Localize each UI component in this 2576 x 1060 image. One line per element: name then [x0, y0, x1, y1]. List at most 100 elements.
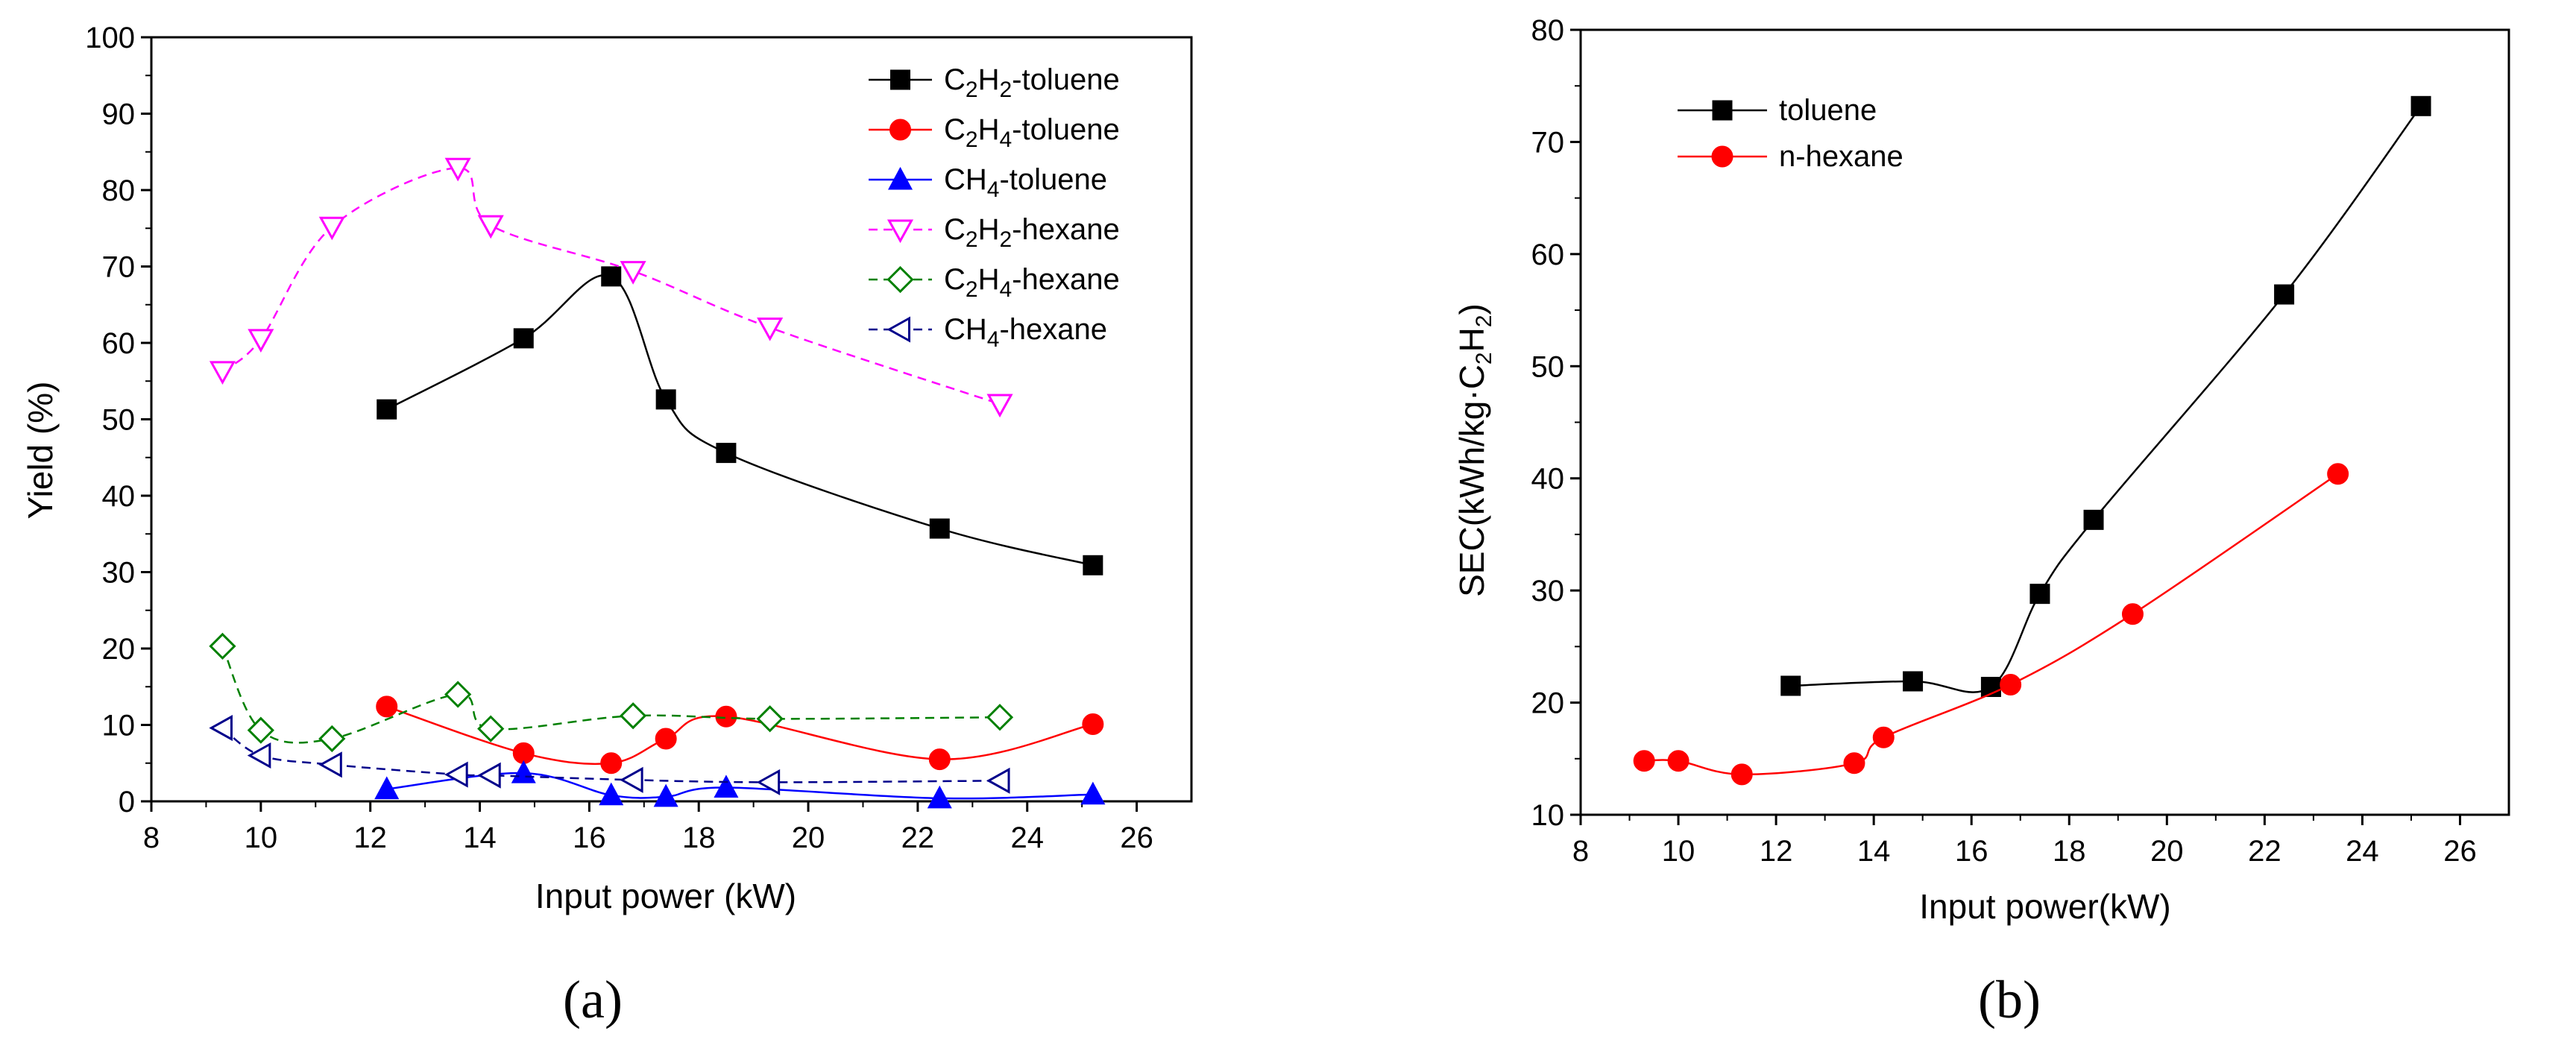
- data-point-C2H2-hexane-1: [248, 329, 274, 353]
- chart-b-y-axis-label: SEC(kWh/kg·C2H2): [1452, 303, 1496, 597]
- data-point-C2H4-hexane-2: [318, 725, 346, 753]
- data-point-CH4-hexane-3: [444, 761, 468, 788]
- y-tick-label: 10: [1531, 799, 1565, 832]
- data-point-C2H2-toluene-5: [929, 518, 950, 539]
- series-n-hexane: [1633, 463, 2349, 786]
- x-tick-label: 8: [143, 821, 160, 854]
- x-tick-label: 16: [573, 821, 606, 854]
- data-point-C2H2-hexane-7: [986, 394, 1013, 418]
- x-tick-label: 12: [353, 821, 387, 854]
- data-point-toluene-6: [2410, 95, 2431, 116]
- y-tick-label: 0: [119, 786, 135, 818]
- legend-marker: [889, 119, 911, 141]
- legend-entry-C2H2-hexane: C2H2-hexane: [869, 213, 1120, 252]
- chart-a-legend: C2H2-toluene C2H4-toluene CH4-toluene C2H2-…: [869, 63, 1120, 352]
- y-tick-label: 20: [102, 633, 136, 666]
- y-tick-label: 40: [1531, 463, 1565, 496]
- data-point-C2H2-toluene-1: [513, 328, 534, 349]
- legend-entry-CH4-hexane: CH4-hexane: [869, 313, 1107, 352]
- chart-a-x-axis-label: Input power (kW): [535, 877, 796, 915]
- y-tick-label: 90: [102, 98, 136, 131]
- x-tick-label: 16: [1955, 835, 1988, 868]
- data-point-CH4-hexane-6: [756, 769, 781, 795]
- data-point-n-hexane-1: [1667, 750, 1689, 772]
- data-point-CH4-hexane-7: [986, 767, 1010, 794]
- legend-label: C2H4-toluene: [944, 113, 1120, 152]
- data-point-n-hexane-3: [1843, 752, 1865, 775]
- y-tick-label: 40: [102, 480, 136, 513]
- data-point-toluene-4: [2083, 509, 2104, 530]
- series-toluene: [1780, 95, 2431, 698]
- data-point-toluene-5: [2274, 284, 2295, 305]
- x-tick-label: 26: [2443, 835, 2477, 868]
- chart-b-legend: toluene n-hexane: [1678, 94, 1903, 173]
- y-tick-label: 50: [1531, 350, 1565, 383]
- legend-label: C2H4-hexane: [944, 263, 1120, 302]
- series-C2H2-hexane: [209, 157, 1013, 418]
- data-point-C2H4-hexane-1: [247, 716, 274, 744]
- series-C2H4-toluene: [376, 695, 1104, 775]
- x-tick-label: 18: [2053, 835, 2086, 868]
- x-tick-label: 24: [2346, 835, 2379, 868]
- y-tick-label: 10: [102, 710, 136, 742]
- legend-label: CH4-hexane: [944, 313, 1107, 352]
- data-point-C2H4-toluene-0: [376, 695, 398, 718]
- data-point-C2H4-toluene-2: [600, 752, 623, 775]
- legend-label: CH4-toluene: [944, 163, 1107, 202]
- data-point-C2H4-hexane-0: [209, 632, 236, 660]
- legend-marker: [1711, 145, 1733, 168]
- data-point-CH4-hexane-1: [247, 742, 271, 769]
- legend-entry-n-hexane: n-hexane: [1678, 140, 1903, 173]
- series-line-CH4-hexane: [221, 727, 1001, 783]
- data-point-CH4-toluene-3: [653, 783, 678, 807]
- legend-marker: [890, 69, 910, 90]
- data-point-C2H4-toluene-3: [655, 728, 677, 750]
- data-point-C2H2-hexane-4: [477, 215, 504, 239]
- data-point-CH4-hexane-5: [620, 766, 643, 793]
- chart-b-x-axis-label: Input power(kW): [1919, 887, 2170, 926]
- chart-a-plot-area: [209, 157, 1106, 809]
- x-tick-label: 14: [463, 821, 497, 854]
- legend-marker: [1712, 100, 1733, 121]
- legend-label: C2H2-toluene: [944, 63, 1120, 102]
- data-point-C2H4-hexane-6: [756, 705, 784, 733]
- y-tick-label: 60: [1531, 239, 1565, 271]
- data-point-toluene-3: [2029, 584, 2050, 605]
- x-tick-label: 8: [1572, 835, 1589, 868]
- legend-entry-C2H4-hexane: C2H4-hexane: [869, 263, 1120, 302]
- data-point-n-hexane-2: [1731, 763, 1753, 786]
- x-tick-label: 20: [792, 821, 825, 854]
- y-tick-label: 30: [102, 557, 136, 590]
- data-point-C2H4-toluene-1: [512, 742, 535, 764]
- data-point-n-hexane-0: [1633, 750, 1655, 772]
- data-point-CH4-toluene-2: [599, 782, 624, 806]
- series-C2H4-hexane: [209, 632, 1014, 753]
- data-point-C2H2-toluene-0: [377, 399, 397, 420]
- chart-a-axes: 8 10 12 14 16 18 20 22 24 26 0 10 20 30 40 50 60 70 80 90 10…: [85, 22, 1193, 854]
- y-tick-label: 70: [102, 251, 136, 284]
- y-tick-label: 50: [102, 404, 136, 437]
- x-tick-label: 18: [682, 821, 716, 854]
- data-point-CH4-hexane-2: [318, 751, 342, 778]
- y-tick-label: 60: [102, 327, 136, 360]
- chart-a-panel-label: (a): [563, 970, 623, 1029]
- x-tick-label: 22: [901, 821, 935, 854]
- legend-entry-C2H4-toluene: C2H4-toluene: [869, 113, 1120, 152]
- x-tick-label: 26: [1120, 821, 1153, 854]
- data-point-n-hexane-7: [2327, 463, 2349, 485]
- data-point-C2H2-hexane-2: [318, 216, 345, 241]
- legend-marker: [887, 219, 914, 244]
- legend-entry-C2H2-toluene: C2H2-toluene: [869, 63, 1120, 102]
- data-point-C2H2-hexane-5: [620, 261, 646, 285]
- y-tick-label: 80: [1531, 14, 1565, 47]
- y-tick-label: 30: [1531, 575, 1565, 608]
- data-point-toluene-0: [1780, 675, 1801, 696]
- legend-entry-CH4-toluene: CH4-toluene: [869, 163, 1107, 202]
- x-tick-label: 24: [1010, 821, 1044, 854]
- legend-label: toluene: [1779, 94, 1877, 127]
- x-tick-label: 10: [245, 821, 278, 854]
- data-point-C2H4-hexane-5: [619, 702, 647, 730]
- data-point-C2H4-hexane-3: [444, 681, 472, 708]
